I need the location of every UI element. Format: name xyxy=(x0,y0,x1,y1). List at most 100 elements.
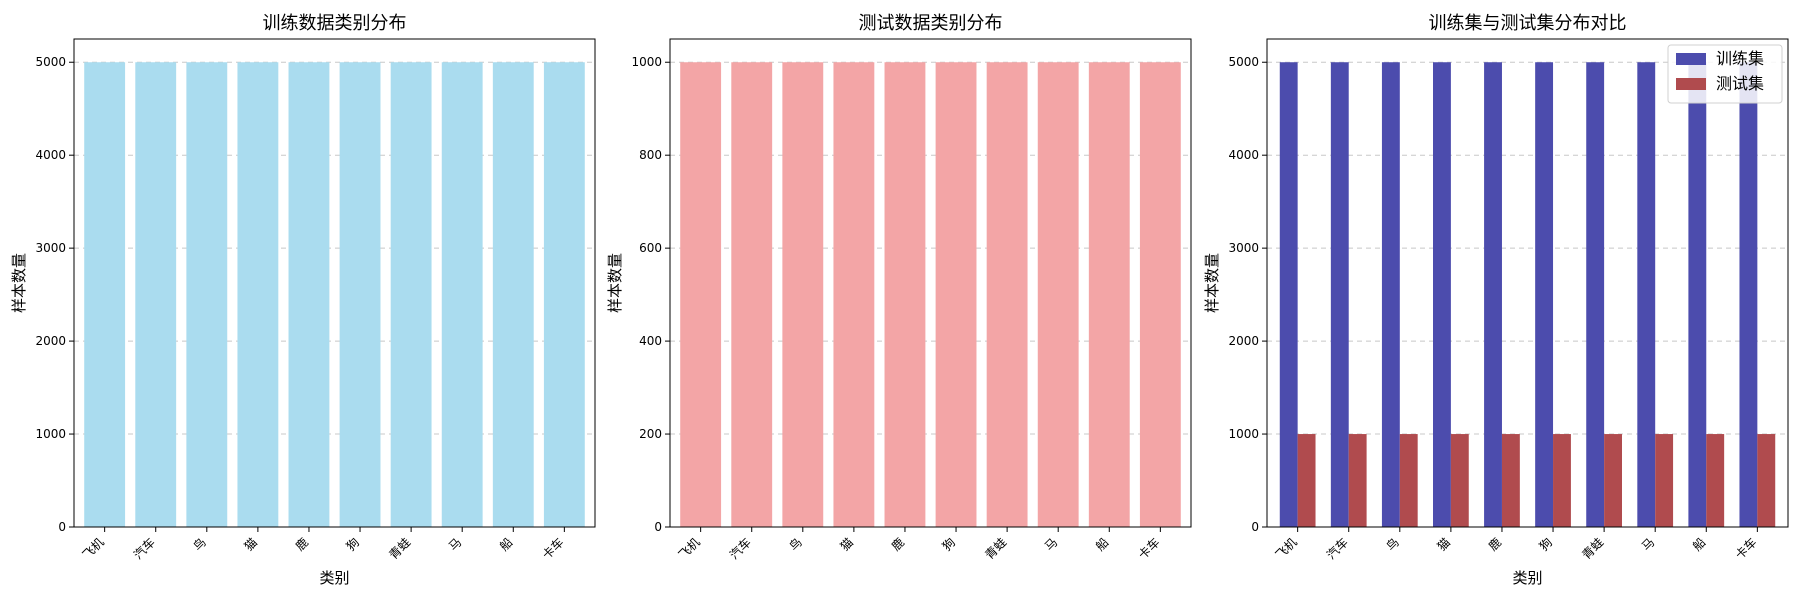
bar-训练集-马 xyxy=(1637,62,1656,527)
bar-训练集-猫 xyxy=(1433,62,1451,527)
bar-飞机 xyxy=(680,62,722,527)
bar-狗 xyxy=(935,62,977,527)
x-tick-label: 青蛙 xyxy=(1579,535,1606,562)
chart-title: 训练数据类别分布 xyxy=(263,13,407,34)
x-tick-label: 狗 xyxy=(1537,535,1555,553)
bar-船 xyxy=(1088,62,1130,527)
bar-训练集-飞机 xyxy=(1279,62,1298,527)
y-tick-label: 400 xyxy=(639,334,662,348)
bar-卡车 xyxy=(543,62,585,527)
x-tick-label: 马 xyxy=(446,535,464,553)
x-tick-label: 马 xyxy=(1639,535,1657,553)
bar-卡车 xyxy=(1139,62,1181,527)
bar-汽车 xyxy=(731,62,773,527)
x-tick-label: 汽车 xyxy=(1323,535,1351,563)
y-tick-label: 5000 xyxy=(35,55,66,69)
bar-马 xyxy=(441,62,483,527)
bar-猫 xyxy=(833,62,875,527)
x-tick-label: 汽车 xyxy=(726,535,754,563)
x-tick-label: 鹿 xyxy=(1485,535,1504,554)
y-tick-label: 5000 xyxy=(1228,55,1259,69)
x-tick-label: 马 xyxy=(1042,535,1060,553)
bar-训练集-船 xyxy=(1688,62,1707,527)
x-tick-label: 鸟 xyxy=(1383,535,1402,554)
x-tick-label: 鹿 xyxy=(292,535,311,554)
plot-frame xyxy=(73,38,596,528)
y-tick-label: 4000 xyxy=(35,148,66,162)
bar-飞机 xyxy=(84,62,126,527)
y-tick-label: 3000 xyxy=(35,241,66,255)
plot-frame xyxy=(669,38,1192,528)
x-tick-label: 船 xyxy=(1690,535,1708,553)
bar-测试集-狗 xyxy=(1553,434,1571,527)
legend-label: 训练集 xyxy=(1716,49,1764,68)
x-tick-label: 猫 xyxy=(242,535,260,553)
bar-训练集-青蛙 xyxy=(1586,62,1605,527)
plot-frame xyxy=(1266,38,1789,528)
y-tick-label: 0 xyxy=(58,520,66,534)
x-tick-label: 鸟 xyxy=(786,535,805,554)
bar-测试集-鸟 xyxy=(1399,434,1418,527)
x-tick-label: 狗 xyxy=(344,535,362,553)
y-tick-label: 1000 xyxy=(1228,427,1259,441)
legend-swatch-训练集 xyxy=(1676,53,1706,65)
x-tick-label: 船 xyxy=(1093,535,1111,553)
bar-测试集-马 xyxy=(1655,434,1674,527)
bar-鸟 xyxy=(186,62,228,527)
bar-测试集-卡车 xyxy=(1757,434,1776,527)
bar-训练集-卡车 xyxy=(1739,62,1758,527)
x-axis-label: 类别 xyxy=(319,569,349,587)
y-axis-label: 样本数量 xyxy=(1203,253,1221,313)
x-tick-label: 卡车 xyxy=(1732,535,1760,563)
y-tick-label: 0 xyxy=(1251,520,1259,534)
legend-swatch-测试集 xyxy=(1676,78,1706,90)
x-tick-label: 飞机 xyxy=(676,535,703,562)
y-axis-label: 样本数量 xyxy=(606,253,624,313)
y-tick-label: 4000 xyxy=(1228,148,1259,162)
x-tick-label: 鸟 xyxy=(190,535,209,554)
bar-测试集-青蛙 xyxy=(1604,434,1622,527)
bar-狗 xyxy=(339,62,381,527)
bar-鹿 xyxy=(288,62,330,527)
bar-训练集-狗 xyxy=(1535,62,1554,527)
bar-测试集-汽车 xyxy=(1348,434,1367,527)
bar-鸟 xyxy=(782,62,824,527)
x-axis-label: 类别 xyxy=(1512,569,1542,587)
bar-测试集-鹿 xyxy=(1501,434,1520,527)
y-axis-label: 样本数量 xyxy=(10,253,28,313)
bar-青蛙 xyxy=(986,62,1028,527)
bar-测试集-飞机 xyxy=(1297,434,1316,527)
chart-panel-1: 0 1000 2000 3000 4000 5000 飞机 汽车 鸟 猫 鹿 狗 青蛙 马 船 卡车 训练数据类… xyxy=(10,13,596,587)
bar-测试集-船 xyxy=(1706,434,1725,527)
y-tick-label: 2000 xyxy=(35,334,66,348)
y-tick-label: 2000 xyxy=(1228,334,1259,348)
y-tick-label: 800 xyxy=(639,148,662,162)
x-tick-label: 飞机 xyxy=(80,535,107,562)
bar-船 xyxy=(492,62,534,527)
x-tick-label: 飞机 xyxy=(1273,535,1300,562)
chart-panel-3: 0 1000 2000 3000 4000 5000 飞机 汽车 鸟 猫 鹿 狗 青蛙 马 船 卡车 训练集与测… xyxy=(1203,13,1789,587)
bar-青蛙 xyxy=(390,62,432,527)
y-tick-label: 200 xyxy=(639,427,662,441)
y-tick-label: 1000 xyxy=(35,427,66,441)
bar-马 xyxy=(1037,62,1079,527)
chart-panel-2: 0 200 400 600 800 1000 飞机 汽车 鸟 猫 鹿 狗 青蛙 马 船 卡车 测试数据类别分布样… xyxy=(606,13,1192,563)
bar-测试集-猫 xyxy=(1450,434,1469,527)
y-tick-label: 0 xyxy=(654,520,662,534)
bar-训练集-鹿 xyxy=(1484,62,1502,527)
x-tick-label: 鹿 xyxy=(888,535,907,554)
bar-鹿 xyxy=(884,62,926,527)
x-tick-label: 船 xyxy=(497,535,515,553)
x-tick-label: 青蛙 xyxy=(386,535,413,562)
x-tick-label: 猫 xyxy=(1435,535,1453,553)
y-tick-label: 3000 xyxy=(1228,241,1259,255)
x-tick-label: 狗 xyxy=(940,535,958,553)
legend-label: 测试集 xyxy=(1716,74,1764,93)
bar-汽车 xyxy=(135,62,177,527)
x-tick-label: 卡车 xyxy=(539,535,567,563)
bar-猫 xyxy=(237,62,279,527)
bar-训练集-鸟 xyxy=(1381,62,1400,527)
chart-title: 训练集与测试集分布对比 xyxy=(1429,13,1627,34)
